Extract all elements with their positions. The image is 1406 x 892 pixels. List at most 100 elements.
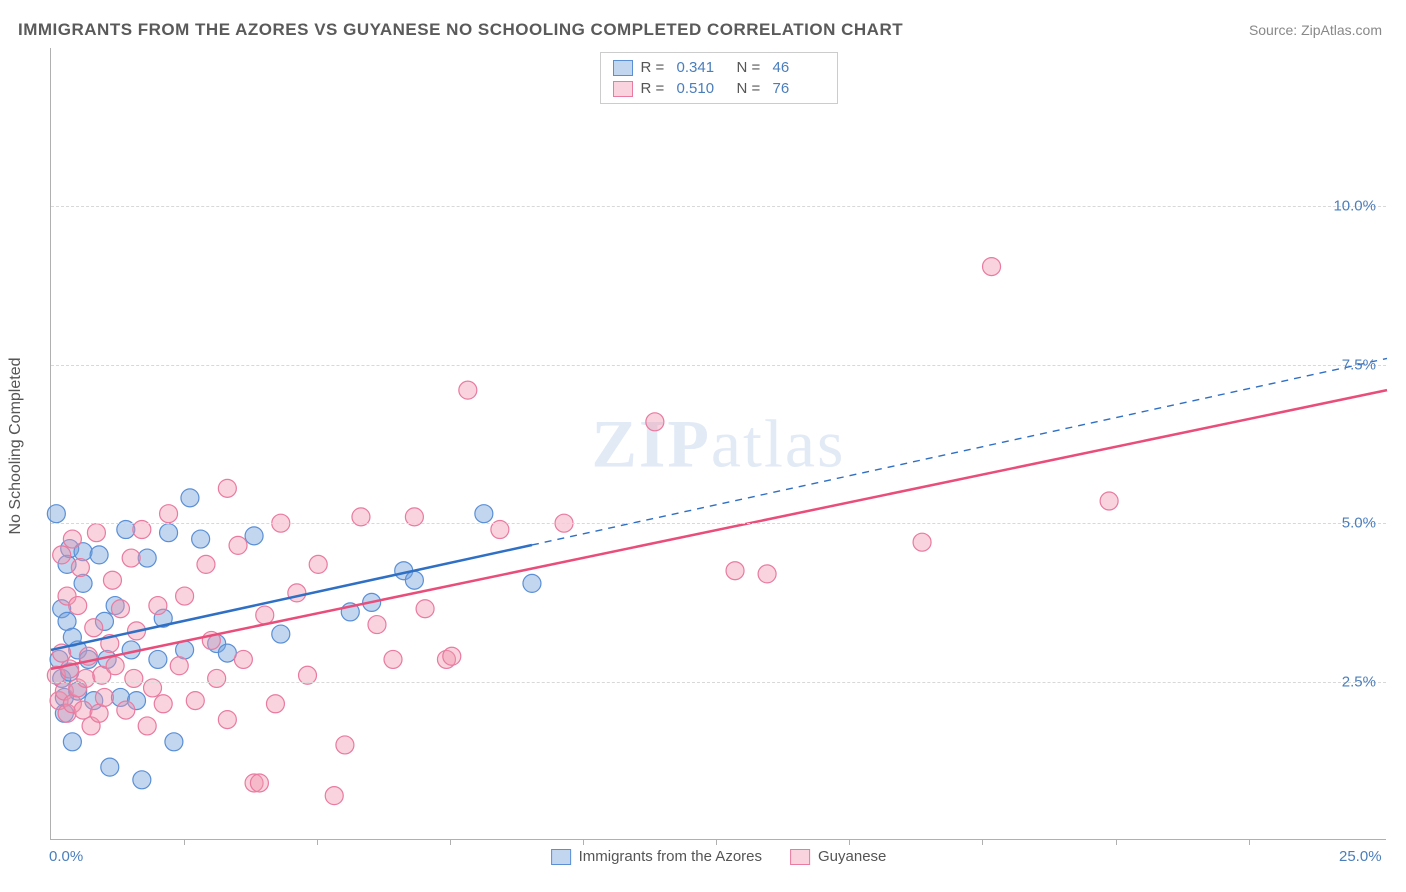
scatter-point — [106, 657, 124, 675]
scatter-point — [325, 787, 343, 805]
scatter-point — [368, 616, 386, 634]
x-tick-mark — [317, 839, 318, 845]
gridline-horizontal — [51, 682, 1386, 683]
scatter-point — [913, 533, 931, 551]
scatter-point — [138, 549, 156, 567]
scatter-point — [149, 650, 167, 668]
scatter-point — [53, 546, 71, 564]
chart-title: IMMIGRANTS FROM THE AZORES VS GUYANESE N… — [18, 20, 903, 40]
scatter-point — [405, 571, 423, 589]
scatter-point — [475, 505, 493, 523]
scatter-point — [90, 546, 108, 564]
scatter-point — [384, 650, 402, 668]
scatter-point — [186, 692, 204, 710]
scatter-point — [170, 657, 188, 675]
scatter-point — [192, 530, 210, 548]
y-axis-label: No Schooling Completed — [7, 358, 25, 535]
chart-svg — [51, 48, 1386, 839]
scatter-point — [726, 562, 744, 580]
source-attribution: Source: ZipAtlas.com — [1249, 22, 1382, 38]
legend-n-label: N = — [737, 59, 765, 76]
scatter-point — [459, 381, 477, 399]
gridline-horizontal — [51, 206, 1386, 207]
scatter-point — [154, 695, 172, 713]
gridline-horizontal — [51, 523, 1386, 524]
legend-r-label: R = — [641, 59, 669, 76]
legend-swatch — [613, 81, 633, 97]
scatter-point — [443, 647, 461, 665]
y-tick-label: 10.0% — [1333, 198, 1376, 215]
legend-correlation-row: R = 0.510 N = 76 — [613, 78, 825, 99]
legend-series-label: Immigrants from the Azores — [579, 848, 762, 865]
scatter-point — [646, 413, 664, 431]
scatter-point — [197, 555, 215, 573]
legend-r-value: 0.341 — [677, 59, 729, 76]
scatter-point — [47, 505, 65, 523]
scatter-point — [218, 644, 236, 662]
scatter-point — [983, 258, 1001, 276]
x-tick-mark — [716, 839, 717, 845]
x-tick-mark — [849, 839, 850, 845]
scatter-point — [266, 695, 284, 713]
x-tick-mark — [450, 839, 451, 845]
scatter-point — [85, 619, 103, 637]
scatter-point — [74, 574, 92, 592]
scatter-point — [523, 574, 541, 592]
scatter-point — [69, 597, 87, 615]
legend-swatch — [613, 60, 633, 76]
scatter-point — [218, 711, 236, 729]
legend-r-value: 0.510 — [677, 80, 729, 97]
scatter-point — [101, 758, 119, 776]
legend-swatch — [790, 849, 810, 865]
scatter-point — [133, 771, 151, 789]
scatter-point — [416, 600, 434, 618]
y-tick-label: 7.5% — [1342, 356, 1376, 373]
plot-area: ZIPatlas R =0.341N =46R =0.510N =76 Immi… — [50, 48, 1386, 840]
scatter-point — [165, 733, 183, 751]
x-tick-mark — [583, 839, 584, 845]
scatter-point — [149, 597, 167, 615]
scatter-point — [1100, 492, 1118, 510]
scatter-point — [117, 701, 135, 719]
scatter-point — [63, 530, 81, 548]
legend-series-item: Guyanese — [790, 848, 886, 865]
scatter-point — [71, 559, 89, 577]
scatter-point — [160, 524, 178, 542]
legend-series-label: Guyanese — [818, 848, 886, 865]
legend-swatch — [551, 849, 571, 865]
legend-correlation-row: R = 0.341 N = 46 — [613, 57, 825, 78]
x-tick-mark — [1249, 839, 1250, 845]
legend-n-label: N = — [737, 80, 765, 97]
scatter-point — [309, 555, 327, 573]
scatter-point — [138, 717, 156, 735]
x-tick-mark — [1116, 839, 1117, 845]
scatter-point — [95, 688, 113, 706]
legend-series: Immigrants from the Azores Guyanese — [551, 848, 887, 865]
scatter-point — [288, 584, 306, 602]
scatter-point — [336, 736, 354, 754]
scatter-point — [125, 669, 143, 687]
regression-line-dashed — [532, 358, 1387, 545]
scatter-point — [250, 774, 268, 792]
scatter-point — [176, 587, 194, 605]
scatter-point — [74, 701, 92, 719]
legend-series-item: Immigrants from the Azores — [551, 848, 762, 865]
scatter-point — [272, 625, 290, 643]
scatter-point — [181, 489, 199, 507]
scatter-point — [111, 600, 129, 618]
scatter-point — [63, 733, 81, 751]
scatter-point — [245, 527, 263, 545]
scatter-point — [103, 571, 121, 589]
legend-n-value: 46 — [773, 59, 825, 76]
gridline-horizontal — [51, 365, 1386, 366]
x-tick-label: 0.0% — [49, 848, 83, 865]
legend-r-label: R = — [641, 80, 669, 97]
legend-correlation: R = 0.341 N = 46 R = 0.510 N = 76 — [600, 52, 838, 104]
legend-n-value: 76 — [773, 80, 825, 97]
scatter-point — [256, 606, 274, 624]
x-tick-label: 25.0% — [1339, 848, 1382, 865]
scatter-point — [218, 479, 236, 497]
x-tick-mark — [982, 839, 983, 845]
scatter-point — [758, 565, 776, 583]
x-tick-mark — [184, 839, 185, 845]
